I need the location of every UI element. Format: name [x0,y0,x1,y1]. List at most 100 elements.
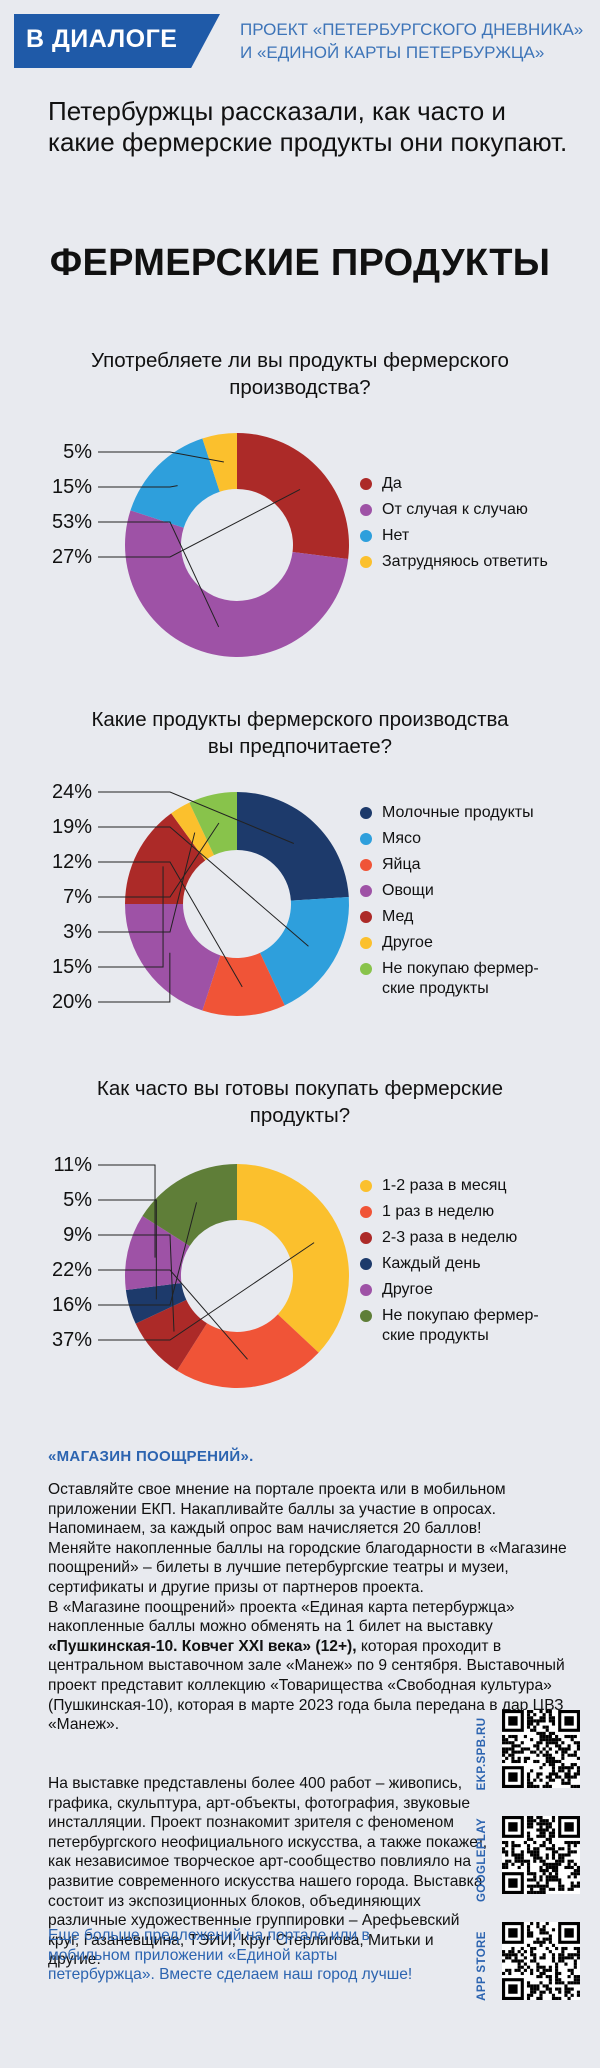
legend-label-line1: 1 раз в неделю [382,1203,495,1220]
chart2-leader-line-2 [98,826,309,947]
legend-swatch [360,1284,372,1296]
legend-label-line1: Не покупаю фермер- [382,1307,539,1324]
shop-paragraph-3: В «Магазине поощрений» проекта «Единая к… [48,1598,568,1735]
chart2-svg [98,791,349,1016]
chart2-pct-label-4: 7% [63,886,92,908]
chart1-pct-label-1: 5% [63,441,92,463]
legend-label-line1: Затрудняюсь ответить [382,553,548,570]
chart1-pct-label-4: 27% [51,546,92,568]
chart1-slice-2 [125,510,349,657]
chart2-leader-line-7 [98,952,171,1003]
chart3-svg [98,1164,350,1388]
qr-label-googleplay: GOOGLEPLAY [476,1817,488,1903]
chart3-leader-line-2 [98,1199,157,1300]
chart1-slice-4 [202,433,237,492]
chart2-leader-line-6 [98,866,164,968]
qr-block-appstore: APP STORE [470,1916,580,2016]
legend-label: От случая к случаю [382,500,597,520]
chart2-question-line2: вы предпочитаете? [207,735,393,758]
chart3-leader-line-4 [98,1269,248,1360]
qr-block-ekp: EKP.SPB.RU [470,1704,580,1804]
legend-swatch [360,478,372,490]
legend-label: 1-2 раза в месяц [382,1176,597,1196]
legend-swatch [360,530,372,542]
shop-call-to-action: Еще больше предложений на портале или в … [48,1926,448,1985]
legend-label-line2: ские продукты [382,980,489,997]
intro-text: Петербуржцы рассказали, как часто и каки… [48,96,568,157]
legend-label: Молочные продукты [382,803,597,823]
legend-swatch [360,937,372,949]
legend-label: Овощи [382,881,597,901]
shop-paragraph-1: Оставляйте свое мнение на портале проект… [48,1481,506,1538]
shop-title: «МАГАЗИН ПООЩРЕНИЙ». [48,1448,254,1465]
legend-label: Не покупаю фермер-ские продукты [382,959,597,999]
project-caption: ПРОЕКТ «ПЕТЕРБУРГСКОГО ДНЕВНИКА» И «ЕДИН… [240,18,583,64]
chart2-slice-5 [125,813,206,904]
qr-code-appstore[interactable] [502,1922,580,2000]
chart1-svg [98,433,349,657]
chart1-pct-label-2: 15% [51,476,92,498]
chart2-slice-3 [202,952,285,1016]
legend-label: Каждый день [382,1254,597,1274]
legend-label-line1: Молочные продукты [382,804,534,821]
qr-block-googleplay: GOOGLEPLAY [470,1810,580,1910]
qr-label-ekp: EKP.SPB.RU [476,1717,488,1791]
chart2-pct-label-7: 20% [51,991,92,1013]
chart2-pct-label-6: 15% [51,956,92,978]
legend-swatch [360,807,372,819]
chart1-question-line1: Употребляете ли вы продукты фермерского [91,349,509,372]
section-badge [14,14,220,68]
qr-label-appstore: APP STORE [476,1931,488,2001]
legend-swatch [360,1180,372,1192]
legend-swatch [360,1206,372,1218]
chart3-pct-label-6: 37% [51,1329,92,1351]
chart3-pct-label-3: 9% [63,1224,92,1246]
shop-text-exhibition: На выставке представлены более 400 работ… [48,1774,488,1970]
shop-paragraph-2: Меняйте накопленные баллы на городские б… [48,1539,567,1596]
chart3-leader-line-6 [98,1242,315,1341]
shop-paragraph-4: На выставке представлены более 400 работ… [48,1775,488,1969]
legend-label-line1: Мясо [382,830,422,847]
chart2-question: Какие продукты фермерского производства … [0,706,600,760]
legend-label: 1 раз в неделю [382,1202,597,1222]
legend-label: Мясо [382,829,597,849]
legend-swatch [360,1258,372,1270]
shop-cta-text: Еще больше предложений на портале или в … [48,1927,413,1984]
legend-label-line2: ские продукты [382,1327,489,1344]
legend-swatch [360,885,372,897]
chart3-slice-6 [142,1164,237,1246]
legend-label-line1: Нет [382,527,410,544]
chart3-leader-line-1 [98,1164,156,1258]
chart2-donut: 24% 19% 12% 7% 3% 15% 20% Молочные продукты Мясо… [0,780,600,1040]
legend-label-line1: Да [382,475,402,492]
chart2-leader-line-4 [98,822,220,898]
project-caption-line1: ПРОЕКТ «ПЕТЕРБУРГСКОГО ДНЕВНИКА» [240,20,584,39]
chart3-leader-line-3 [98,1234,175,1332]
legend-label: Нет [382,526,597,546]
page-title: ФЕРМЕРСКИЕ ПРОДУКТЫ [49,242,551,284]
chart1-slice-1 [237,433,349,560]
chart3-slice-5 [125,1215,190,1291]
legend-label: 2-3 раза в неделю [382,1228,597,1248]
chart3-slice-3 [135,1299,207,1371]
chart1-question-line2: производства? [229,376,371,399]
chart3-pct-label-4: 22% [51,1259,92,1281]
chart3-slice-1 [237,1164,350,1353]
chart2-leader-line-3 [98,861,243,988]
legend-label-line1: Каждый день [382,1255,481,1272]
legend-label: Другое [382,933,597,953]
chart1-donut: 5% 15% 53% 27% Да От случая к случаю Нет Затруд… [0,420,600,670]
legend-swatch [360,833,372,845]
chart2-slice-2 [259,896,349,1006]
shop-paragraph-3-end: которая проходит в центральном выставочн… [48,1637,565,1734]
qr-code-ekp[interactable] [502,1710,580,1788]
legend-label: Да [382,474,597,494]
project-caption-line2: И «ЕДИНОЙ КАРТЫ ПЕТЕРБУРЖЦА» [240,43,545,62]
qr-code-googleplay[interactable] [502,1816,580,1894]
shop-text: Оставляйте свое мнение на портале проект… [48,1480,568,1735]
chart3-question-line1: Как часто вы готовы покупать фермерские [96,1077,504,1100]
legend-label: Яйца [382,855,597,875]
legend-label: Затрудняюсь ответить [382,552,597,572]
legend-swatch [360,1310,372,1322]
legend-label: Мед [382,907,597,927]
